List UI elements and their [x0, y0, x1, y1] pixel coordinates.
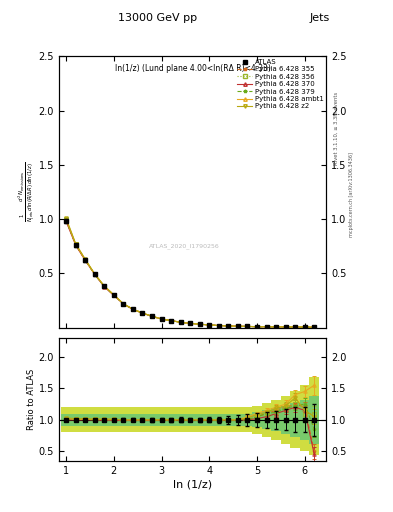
Legend: ATLAS, Pythia 6.428 355, Pythia 6.428 356, Pythia 6.428 370, Pythia 6.428 379, P: ATLAS, Pythia 6.428 355, Pythia 6.428 35…	[237, 58, 324, 110]
X-axis label: ln (1/z): ln (1/z)	[173, 480, 212, 490]
Text: Rivet 3.1.10, ≥ 3.3M events: Rivet 3.1.10, ≥ 3.3M events	[334, 91, 338, 165]
Text: 13000 GeV pp: 13000 GeV pp	[118, 13, 197, 23]
Text: ATLAS_2020_I1790256: ATLAS_2020_I1790256	[149, 243, 220, 249]
Text: mcplots.cern.ch [arXiv:1306.3436]: mcplots.cern.ch [arXiv:1306.3436]	[349, 152, 354, 237]
Text: ln(1/z) (Lund plane 4.00<ln(RΔ R)<4.33): ln(1/z) (Lund plane 4.00<ln(RΔ R)<4.33)	[115, 65, 270, 73]
Y-axis label: $\frac{1}{N_\mathrm{jets}}\frac{d^2N_\mathrm{emissions}}{d\ln(R/\Delta R)\,d\ln(: $\frac{1}{N_\mathrm{jets}}\frac{d^2N_\ma…	[17, 162, 37, 222]
Y-axis label: Ratio to ATLAS: Ratio to ATLAS	[27, 369, 36, 430]
Text: Jets: Jets	[310, 13, 330, 23]
